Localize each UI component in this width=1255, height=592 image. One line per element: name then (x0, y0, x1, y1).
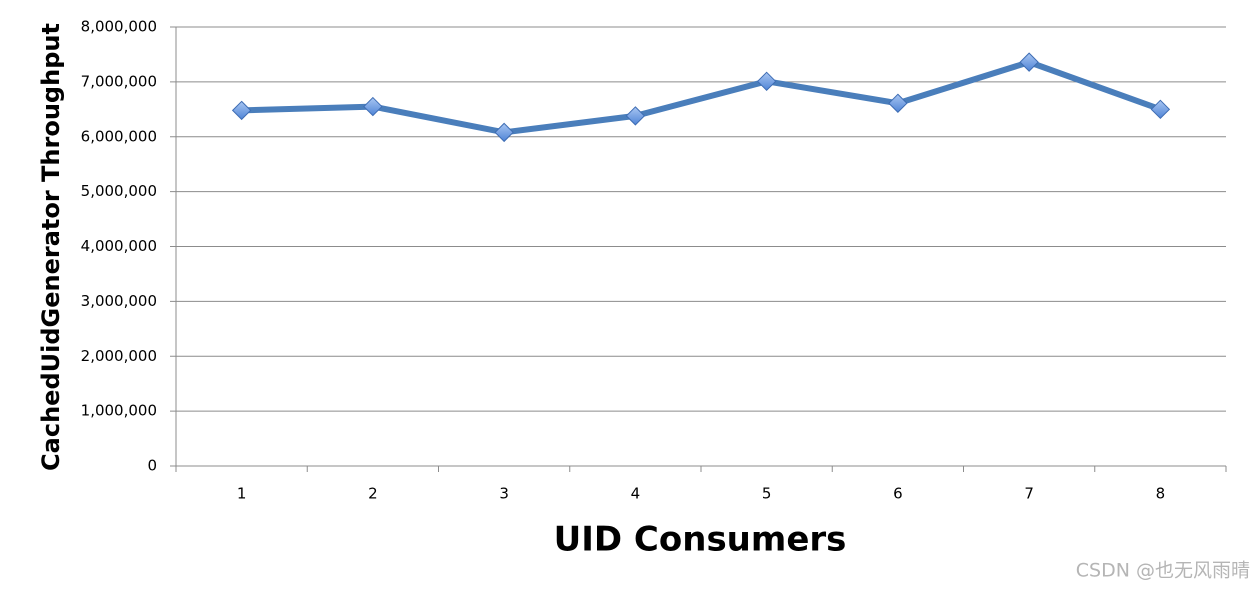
y-tick-label: 2,000,000 (81, 347, 157, 365)
marker (1019, 52, 1039, 72)
y-tick-label: 6,000,000 (81, 127, 157, 145)
x-tick-label: 8 (1156, 485, 1166, 503)
y-tick-label: 1,000,000 (81, 402, 157, 420)
marker (231, 100, 252, 121)
x-tick-label: 3 (499, 485, 509, 503)
y-tick-label: 4,000,000 (81, 237, 157, 255)
y-tick-label: 7,000,000 (81, 72, 157, 90)
x-axis-title: UID Consumers (554, 520, 847, 560)
y-tick-label: 0 (147, 457, 157, 475)
marker (756, 71, 777, 92)
x-tick-label: 7 (1024, 485, 1034, 503)
line (241, 59, 1162, 136)
y-tick-label: 5,000,000 (81, 182, 157, 200)
y-axis-title: CachedUidGenerator Throughput (37, 23, 65, 471)
marker (625, 106, 646, 126)
x-tick-label: 6 (893, 485, 903, 503)
marker (363, 96, 383, 117)
y-tick-label: 8,000,000 (81, 18, 157, 36)
x-tick-label: 5 (762, 485, 772, 503)
x-tick-label: 4 (631, 485, 641, 503)
marker (888, 93, 908, 113)
marker (1150, 99, 1171, 120)
watermark: CSDN @也无风雨晴 (1076, 560, 1250, 582)
x-tick-label: 1 (237, 485, 247, 503)
marker (494, 122, 514, 143)
y-tick-label: 3,000,000 (81, 292, 157, 310)
x-tick-label: 2 (368, 485, 378, 503)
